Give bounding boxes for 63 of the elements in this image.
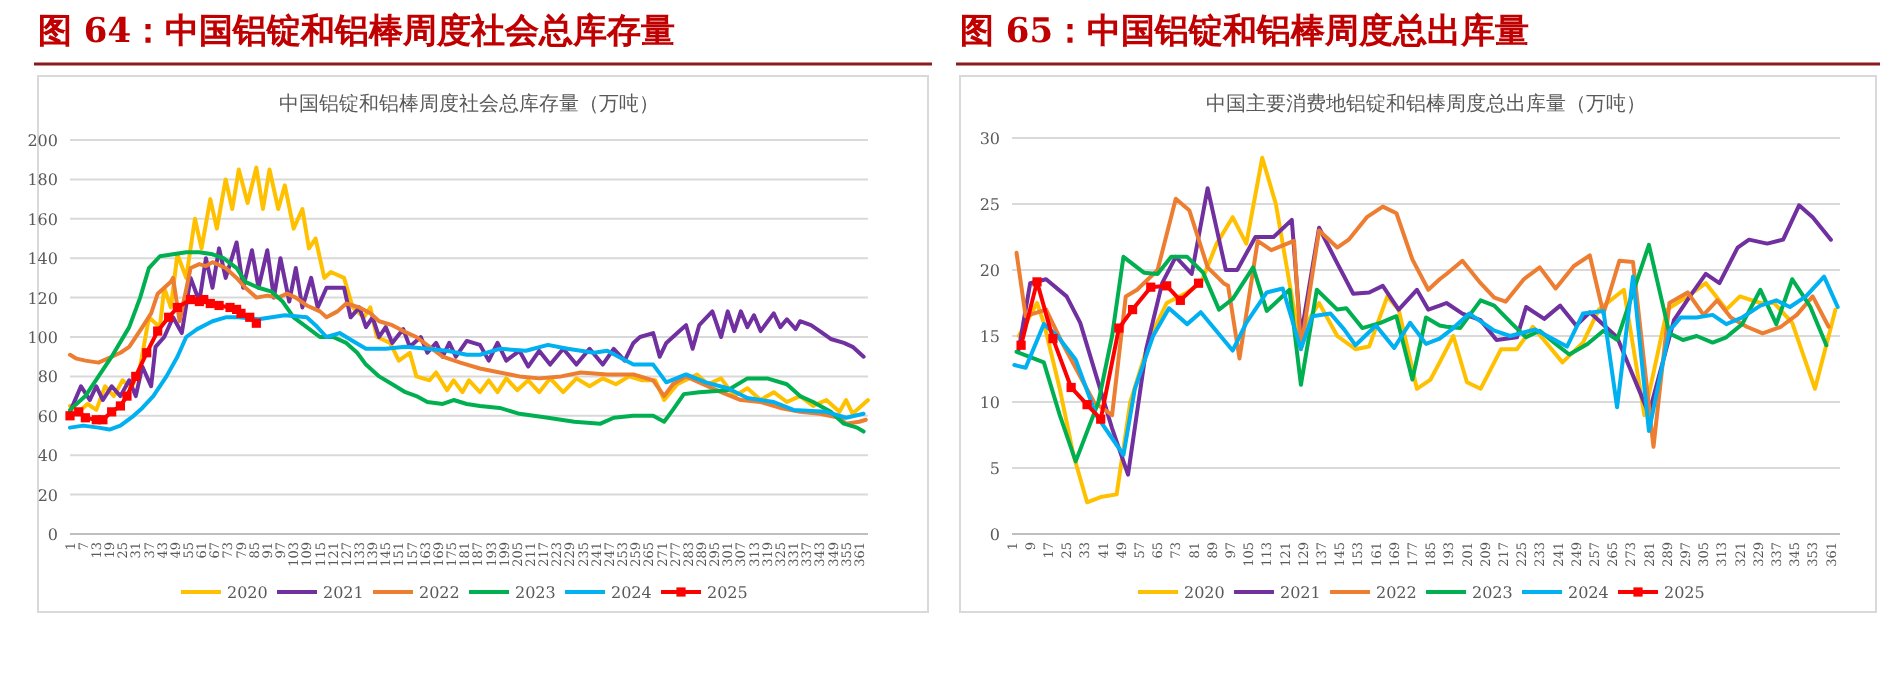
point — [1114, 323, 1124, 333]
point — [1032, 277, 1042, 287]
y-tick-label: 5 — [989, 460, 1000, 478]
y-tick-label: 15 — [979, 328, 1000, 346]
point — [122, 391, 132, 401]
point — [172, 302, 183, 313]
y-tick-label: 140 — [27, 250, 58, 269]
legend-label: 2021 — [1280, 584, 1321, 602]
chart-subtitle: 中国铝锭和铝棒周度社会总库存量（万吨） — [279, 92, 659, 116]
y-tick-label: 120 — [27, 289, 58, 308]
legend-label: 2021 — [323, 584, 364, 602]
legend-label: 2020 — [227, 584, 268, 602]
legend-label: 2025 — [1664, 584, 1705, 602]
point — [115, 401, 126, 411]
y-tick-label: 60 — [37, 407, 58, 426]
y-tick-label: 0 — [989, 526, 1000, 544]
legend-label: 2023 — [1472, 584, 1513, 602]
point — [164, 312, 174, 322]
y-tick-label: 20 — [37, 486, 58, 505]
point — [1066, 382, 1076, 393]
y-tick-label: 25 — [979, 196, 1000, 214]
y-tick-label: 100 — [27, 329, 58, 347]
legend-label: 2022 — [419, 584, 460, 602]
y-tick-label: 180 — [27, 171, 58, 190]
chart-title: 图 64：中国铝锭和铝棒周度社会总库存量 — [38, 12, 676, 52]
point — [1193, 278, 1204, 288]
chart-title: 图 65：中国铝锭和铝棒周度总出库量 — [960, 12, 1530, 52]
y-tick-label: 80 — [37, 368, 58, 387]
legend-label: 2025 — [707, 584, 748, 602]
point — [65, 411, 75, 421]
y-tick-label: 160 — [27, 210, 58, 229]
point — [1162, 281, 1172, 291]
legend-label: 2024 — [611, 584, 652, 602]
point — [1016, 340, 1026, 350]
y-tick-label: 10 — [979, 394, 1000, 412]
point — [251, 318, 261, 328]
point — [1048, 334, 1058, 344]
point — [1127, 305, 1138, 315]
line-series — [1012, 274, 1840, 457]
legend-label: 2023 — [515, 584, 556, 602]
chart-subtitle: 中国主要消费地铝锭和铝棒周度总出库量（万吨） — [1206, 92, 1646, 116]
y-tick-label: 20 — [979, 262, 1000, 280]
legend-label: 2020 — [1184, 584, 1225, 602]
point — [107, 407, 117, 417]
point — [131, 371, 141, 381]
point — [153, 326, 163, 336]
legend-label: 2022 — [1376, 584, 1417, 602]
point — [185, 294, 196, 305]
line-series — [1014, 242, 1829, 464]
point — [1146, 282, 1156, 292]
point — [1175, 295, 1185, 305]
point — [98, 415, 108, 425]
y-tick-label: 0 — [47, 526, 58, 544]
y-tick-label: 40 — [37, 447, 58, 466]
point — [1082, 400, 1092, 410]
point — [80, 413, 90, 423]
y-tick-label: 30 — [979, 130, 1000, 148]
point — [214, 300, 224, 311]
line-series — [1016, 155, 1838, 505]
point — [142, 348, 152, 358]
legend-label: 2024 — [1568, 584, 1609, 602]
point — [1096, 414, 1106, 424]
y-tick-label: 200 — [27, 132, 58, 150]
